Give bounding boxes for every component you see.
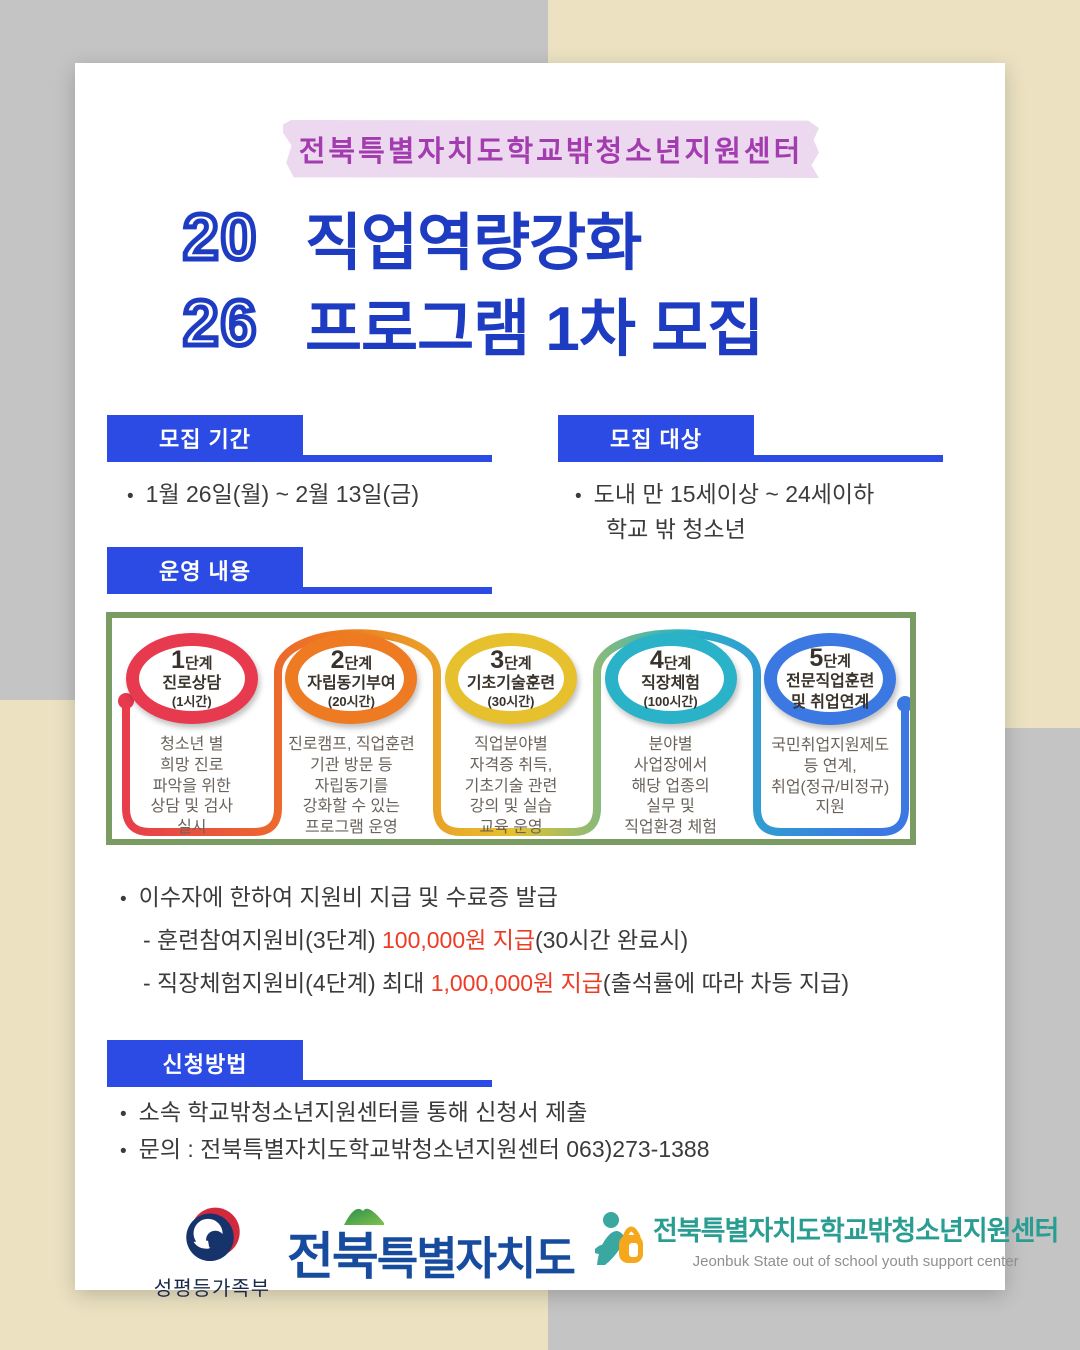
youth-center-name-kr: 전북특별자치도학교밖청소년지원센터 xyxy=(653,1216,1059,1246)
section-apply-label: 신청방법 xyxy=(162,1051,248,1077)
step-column-2: 2단계 자립동기부여 (20시간) 진로캠프, 직업훈련 기관 방문 등 자립동기를… xyxy=(272,618,432,839)
benefit-line-1: - 훈련참여지원비(3단계) 100,000원 지급(30시간 완료시) xyxy=(143,927,689,953)
step4-description: 분야별 사업장에서 해당 업종의 실무 및 직업환경 체험 xyxy=(624,736,717,837)
benefit-head: 이수자에 한하여 지원비 지급 및 수료증 발급 xyxy=(120,878,558,912)
benefit-amount-2: 1,000,000원 지급 xyxy=(430,970,603,996)
benefit-amount-1: 100,000원 지급 xyxy=(382,927,536,953)
title-year-bottom: 26 xyxy=(181,285,259,362)
step1-time: (1시간) xyxy=(171,693,212,709)
program-steps-diagram: 1단계 진로상담 (1시간) 청소년 별 희망 진로 파악을 위한 상담 및 검사 실시… xyxy=(106,612,916,845)
step1-description: 청소년 별 희망 진로 파악을 위한 상담 및 검사 실시 xyxy=(150,736,234,837)
step4-ring: 4단계 직장체험 (100시간) xyxy=(604,633,737,725)
poster-card: 전북특별자치도학교밖청소년지원센터 20 직업역량강화 26 프로그램 1차 모… xyxy=(75,63,1059,1300)
org-tape-text: 전북특별자치도학교밖청소년지원센터 xyxy=(298,136,804,168)
ministry-name: 성평등가족부 xyxy=(153,1278,271,1300)
step1-ring: 1단계 진로상담 (1시간) xyxy=(125,633,258,725)
step5-description: 국민취업지원제도 등 연계, 취업(정규/비정규) 지원 xyxy=(771,737,890,817)
section-header-operation: 운영 내용 xyxy=(107,547,492,594)
step1-name: 진로상담 xyxy=(162,675,222,693)
step-column-5: 5단계 전문직업훈련 및 취업연계 국민취업지원제도 등 연계, 취업(정규/비정규… xyxy=(750,618,910,839)
section-target-label: 모집 대상 xyxy=(609,426,703,452)
step2-name: 자립동기부여 xyxy=(307,675,396,693)
step2-ring: 2단계 자립동기부여 (20시간) xyxy=(285,633,418,725)
title-year-top: 20 xyxy=(181,199,259,276)
youth-center-name-en: Jeonbuk State out of school youth suppor… xyxy=(692,1253,1019,1270)
ministry-logo-block: 성평등가족부 xyxy=(127,1201,297,1301)
apply-item-2: 문의 : 전북특별자치도학교밖청소년지원센터 063)273-1388 xyxy=(120,1130,710,1164)
target-item-line2: 학교 밖 청소년 xyxy=(606,516,746,542)
title-line-top: 직업역량강화 xyxy=(305,209,642,278)
step5-name2: 및 취업연계 xyxy=(791,693,870,711)
step2-description: 진로캠프, 직업훈련 기관 방문 등 자립동기를 강화할 수 있는 프로그램 운영 xyxy=(288,736,415,837)
poster-title: 20 직업역량강화 26 프로그램 1차 모집 xyxy=(181,197,765,369)
section-period-label: 모집 기간 xyxy=(158,426,252,452)
step4-name: 직장체험 xyxy=(641,675,701,693)
step-column-1: 1단계 진로상담 (1시간) 청소년 별 희망 진로 파악을 위한 상담 및 검사 실시 xyxy=(112,618,272,839)
apply-item-1: 소속 학교밖청소년지원센터를 통해 신청서 제출 xyxy=(120,1093,588,1127)
title-line-bottom: 프로그램 1차 모집 xyxy=(305,295,764,364)
province-name-part2: 특별자치도 xyxy=(376,1233,576,1284)
step-column-3: 3단계 기초기술훈련 (30시간) 직업분야별 자격증 취득, 기초기술 관련 강의 … xyxy=(431,618,591,839)
step3-ring: 3단계 기초기술훈련 (30시간) xyxy=(444,633,577,725)
section-header-apply: 신청방법 xyxy=(107,1040,492,1087)
end-dot xyxy=(897,696,910,712)
step3-time: (30시간) xyxy=(487,693,535,709)
step5-name: 전문직업훈련 xyxy=(786,673,875,691)
step3-description: 직업분야별 자격증 취득, 기초기술 관련 강의 및 실습 교육 운영 xyxy=(464,736,558,837)
ministry-emblem-icon xyxy=(186,1207,240,1262)
org-tape-banner: 전북특별자치도학교밖청소년지원센터 xyxy=(283,120,819,178)
section-header-period: 모집 기간 xyxy=(107,415,492,462)
step2-time: (20시간) xyxy=(327,693,375,709)
section-header-target: 모집 대상 xyxy=(558,415,943,462)
section-operation-label: 운영 내용 xyxy=(158,558,252,584)
step4-time: (100시간) xyxy=(643,693,698,709)
province-name-part1: 전북 xyxy=(287,1228,379,1285)
target-item-line1: 도내 만 15세이상 ~ 24세이하 xyxy=(575,475,875,509)
start-dot xyxy=(118,693,134,709)
youth-center-logo-block: 전북특별자치도학교밖청소년지원센터 Jeonbuk State out of s… xyxy=(593,1209,1059,1271)
benefit-line-2: - 직장체험지원비(4단계) 최대 1,000,000원 지급(출석률에 따라 … xyxy=(143,970,849,996)
step-column-4: 4단계 직장체험 (100시간) 분야별 사업장에서 해당 업종의 실무 및 직업환경 … xyxy=(591,618,751,839)
youth-center-icon xyxy=(595,1212,643,1265)
step3-name: 기초기술훈련 xyxy=(466,675,556,693)
steps-connector-line xyxy=(118,629,910,836)
province-mountain-icon xyxy=(344,1208,384,1225)
period-item: 1월 26일(월) ~ 2월 13일(금) xyxy=(127,475,419,509)
step5-ring: 5단계 전문직업훈련 및 취업연계 xyxy=(764,633,897,725)
province-logo-block: 전북특별자치도 xyxy=(287,1208,576,1289)
